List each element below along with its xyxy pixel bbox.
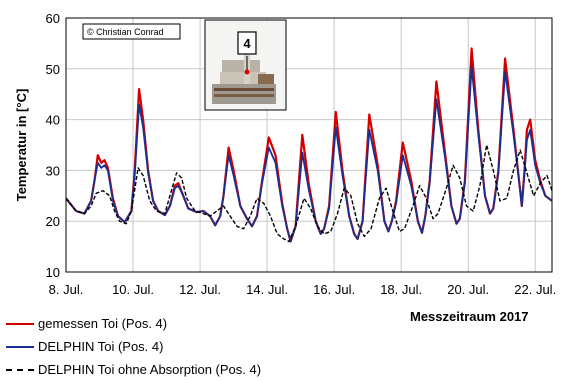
legend-swatch-measured	[6, 322, 34, 325]
chart-axes	[65, 17, 553, 273]
y-axis-label: Temperatur in [°C]	[14, 89, 29, 202]
inset-label-box	[237, 31, 257, 55]
legend: gemessen Toi (Pos. 4) DELPHIN Toi (Pos. …	[6, 312, 261, 381]
copyright-text: © Christian Conrad	[87, 27, 164, 37]
y-tick-labels: 10 20 30 40 50 60	[46, 11, 60, 280]
x-tick-label: 12. Jul.	[179, 282, 221, 297]
x-tick-label: 18. Jul.	[380, 282, 422, 297]
inset-label: 4	[243, 36, 251, 51]
y-tick-label: 50	[46, 62, 60, 77]
legend-item-no-absorption: DELPHIN Toi ohne Absorption (Pos. 4)	[6, 358, 261, 381]
y-tick-label: 20	[46, 214, 60, 229]
x-tick-label: 22. Jul.	[514, 282, 556, 297]
legend-swatch-delphin	[6, 345, 34, 348]
legend-label-no-absorption: DELPHIN Toi ohne Absorption (Pos. 4)	[38, 362, 262, 377]
x-tick-label: 8. Jul.	[49, 282, 84, 297]
plot-frame	[65, 17, 553, 273]
x-tick-label: 16. Jul.	[313, 282, 355, 297]
legend-label-measured: gemessen Toi (Pos. 4)	[38, 316, 168, 331]
legend-label-delphin: DELPHIN Toi (Pos. 4)	[38, 339, 164, 354]
x-tick-label: 14. Jul.	[246, 282, 288, 297]
y-tick-label: 10	[46, 265, 60, 280]
legend-item-delphin: DELPHIN Toi (Pos. 4)	[6, 335, 261, 358]
legend-swatch-no-absorption	[6, 368, 34, 371]
series-line-no-absorption	[65, 144, 553, 243]
y-tick-label: 30	[46, 163, 60, 178]
x-tick-labels: 8. Jul. 10. Jul. 12. Jul. 14. Jul. 16. Jul. 1…	[49, 282, 557, 297]
y-tick-label: 60	[46, 11, 60, 26]
x-tick-label: 10. Jul.	[112, 282, 154, 297]
series-line-delphin	[65, 65, 553, 243]
x-tick-label: 20. Jul.	[447, 282, 489, 297]
measurement-period-label: Messzeitraum 2017	[410, 309, 529, 324]
series-lines	[65, 47, 553, 243]
y-tick-label: 40	[46, 113, 60, 128]
legend-item-measured: gemessen Toi (Pos. 4)	[6, 312, 261, 335]
copyright-box	[82, 23, 181, 40]
inset-image: 4	[204, 19, 287, 111]
